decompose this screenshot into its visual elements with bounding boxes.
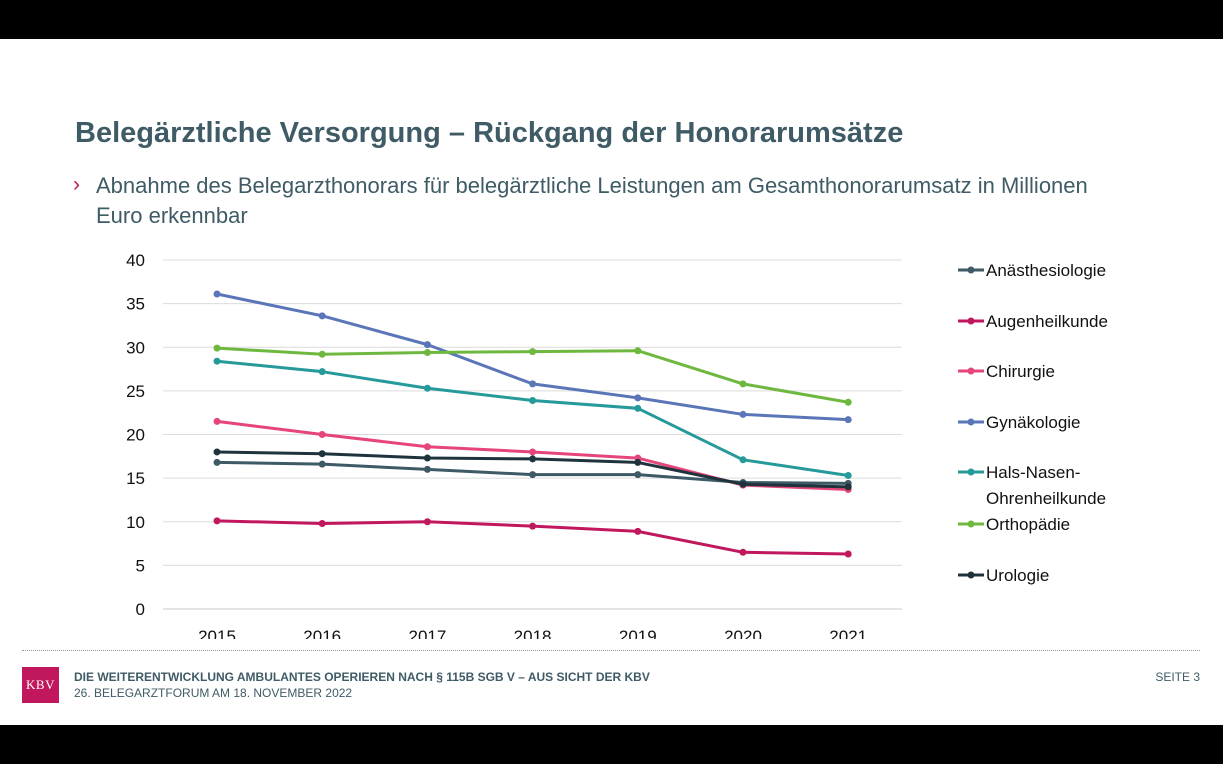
- y-tick-label: 5: [136, 556, 145, 575]
- data-point: [423, 348, 431, 356]
- data-point: [318, 312, 326, 320]
- data-point: [213, 458, 221, 466]
- legend-label: Augenheilkunde: [986, 312, 1108, 331]
- y-tick-label: 35: [126, 295, 145, 314]
- data-point: [423, 341, 431, 349]
- y-tick-label: 20: [126, 426, 145, 445]
- data-point: [634, 394, 642, 402]
- legend-swatch-marker: [967, 520, 975, 528]
- data-point: [634, 347, 642, 355]
- legend-swatch-marker: [967, 266, 975, 274]
- x-tick-label: 2016: [303, 627, 341, 639]
- data-point: [529, 455, 537, 463]
- data-point: [634, 404, 642, 412]
- x-tick-label: 2017: [408, 627, 446, 639]
- x-tick-label: 2021: [829, 627, 867, 639]
- legend-swatch-marker: [967, 468, 975, 476]
- legend-label: Orthopädie: [986, 515, 1070, 534]
- y-tick-label: 0: [136, 600, 145, 619]
- data-point: [213, 517, 221, 525]
- line-chart: 0 5 10 15 20 25 30 35 40 2015 2016 2017 2018 2019 2020…: [126, 251, 1108, 639]
- y-tick-label: 25: [126, 382, 145, 401]
- x-tick-label: 2020: [724, 627, 762, 639]
- data-point: [213, 290, 221, 298]
- data-point: [739, 456, 747, 464]
- page-number: SEITE 3: [1155, 670, 1200, 684]
- data-point: [529, 522, 537, 530]
- x-tick-label: 2015: [198, 627, 236, 639]
- data-point: [423, 518, 431, 526]
- data-point: [844, 472, 852, 480]
- footer-title: DIE WEITERENTWICKLUNG AMBULANTES OPERIER…: [74, 670, 650, 684]
- data-point: [318, 450, 326, 458]
- data-point: [423, 443, 431, 451]
- legend-swatch-marker: [967, 317, 975, 325]
- data-point: [318, 519, 326, 527]
- x-tick-label: 2019: [619, 627, 657, 639]
- slide: Belegärztliche Versorgung – Rückgang der…: [0, 39, 1223, 725]
- data-point: [213, 357, 221, 365]
- data-point: [739, 480, 747, 488]
- data-point: [529, 380, 537, 388]
- slide-subtitle: Abnahme des Belegarzthonorars für belegä…: [96, 173, 1088, 228]
- data-point: [844, 483, 852, 491]
- data-point: [739, 410, 747, 418]
- data-point: [844, 550, 852, 558]
- data-point: [634, 458, 642, 466]
- legend-swatch-marker: [967, 367, 975, 375]
- legend-label: Anästhesiologie: [986, 261, 1106, 280]
- footer-subtitle: 26. BELEGARZTFORUM AM 18. NOVEMBER 2022: [74, 686, 353, 700]
- footer-divider: [22, 650, 1200, 651]
- y-tick-label: 10: [126, 513, 145, 532]
- data-point: [318, 350, 326, 358]
- data-point: [634, 527, 642, 535]
- data-point: [213, 344, 221, 352]
- data-point: [529, 348, 537, 356]
- data-point: [318, 368, 326, 376]
- y-tick-label: 40: [126, 251, 145, 270]
- y-tick-label: 30: [126, 338, 145, 357]
- x-tick-label: 2018: [514, 627, 552, 639]
- legend-label: Hals-Nasen-: [986, 463, 1080, 482]
- data-point: [634, 471, 642, 479]
- data-point: [844, 398, 852, 406]
- kbv-logo: KBV: [22, 667, 59, 703]
- data-point: [423, 384, 431, 392]
- data-point: [318, 460, 326, 468]
- data-point: [423, 465, 431, 473]
- logo-text: KBV: [26, 677, 55, 692]
- data-point: [213, 417, 221, 425]
- data-point: [213, 448, 221, 456]
- y-tick-label: 15: [126, 469, 145, 488]
- bullet-marker: ›: [73, 173, 80, 196]
- data-point: [529, 396, 537, 404]
- legend-swatch-marker: [967, 571, 975, 579]
- data-point: [844, 416, 852, 424]
- legend-label: Chirurgie: [986, 362, 1055, 381]
- data-point: [739, 380, 747, 388]
- data-point: [318, 431, 326, 438]
- data-point: [529, 471, 537, 479]
- data-point: [529, 448, 537, 456]
- legend-label: Urologie: [986, 566, 1049, 585]
- series-line-5: [216, 346, 849, 404]
- data-point: [423, 454, 431, 462]
- legend-label: Gynäkologie: [986, 413, 1081, 432]
- data-point: [739, 548, 747, 556]
- legend-swatch-marker: [967, 418, 975, 426]
- legend-label: Ohrenheilkunde: [986, 489, 1106, 508]
- slide-title: Belegärztliche Versorgung – Rückgang der…: [75, 117, 904, 149]
